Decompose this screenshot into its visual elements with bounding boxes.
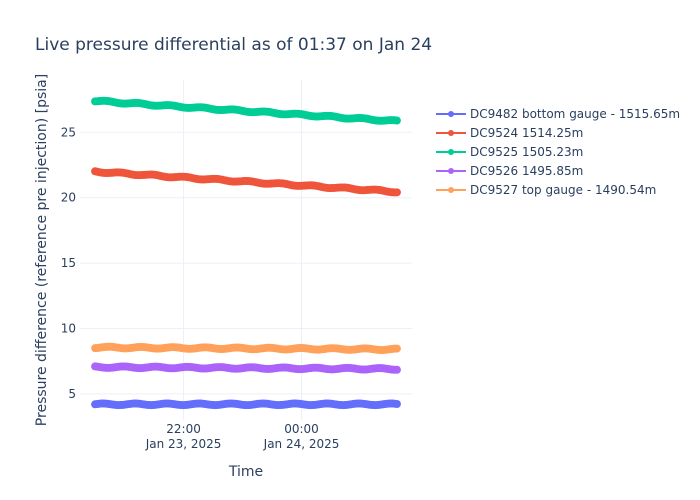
legend-label: DC9525 1505.23m xyxy=(470,145,583,159)
y-axis-ticks: 5 10 15 20 25 xyxy=(61,125,76,401)
y-axis-title: Pressure difference (reference pre injec… xyxy=(34,74,50,426)
legend-marker xyxy=(448,168,454,174)
y-tick-label: 5 xyxy=(68,387,76,401)
legend-item: DC9524 1514.25m xyxy=(436,126,583,140)
legend-label: DC9524 1514.25m xyxy=(470,126,583,140)
series-point xyxy=(392,116,401,125)
legend-item: DC9527 top gauge - 1490.54m xyxy=(436,183,656,197)
series-4 xyxy=(91,342,401,355)
series-point xyxy=(392,365,401,374)
legend-item: DC9482 bottom gauge - 1515.65m xyxy=(436,107,680,121)
legend-item: DC9525 1505.23m xyxy=(436,145,583,159)
series-2 xyxy=(91,96,401,125)
plot-background xyxy=(80,80,412,420)
legend-marker xyxy=(448,187,454,193)
x-tick-label: 22:00 xyxy=(166,422,201,436)
series-layer xyxy=(91,96,401,410)
x-tick-label: 00:00 xyxy=(284,422,319,436)
series-1 xyxy=(91,167,401,197)
y-tick-label: 15 xyxy=(61,256,76,270)
x-tick-date-label: Jan 23, 2025 xyxy=(145,437,222,451)
series-3 xyxy=(91,362,401,374)
y-tick-label: 20 xyxy=(61,191,76,205)
legend-item: DC9526 1495.85m xyxy=(436,164,583,178)
series-point xyxy=(392,399,401,408)
legend-marker xyxy=(448,130,454,136)
legend-label: DC9526 1495.85m xyxy=(470,164,583,178)
legend: DC9482 bottom gauge - 1515.65m DC9524 151… xyxy=(436,107,680,197)
legend-label: DC9527 top gauge - 1490.54m xyxy=(470,183,656,197)
series-0 xyxy=(91,399,401,410)
legend-marker xyxy=(448,111,454,117)
x-axis-title: Time xyxy=(228,464,263,480)
x-tick-date-label: Jan 24, 2025 xyxy=(263,437,340,451)
series-point xyxy=(392,344,401,353)
y-tick-label: 25 xyxy=(61,125,76,139)
series-point xyxy=(392,188,401,197)
y-tick-label: 10 xyxy=(61,321,76,335)
legend-marker xyxy=(448,149,454,155)
chart-title: Live pressure differential as of 01:37 o… xyxy=(35,35,432,55)
legend-label: DC9482 bottom gauge - 1515.65m xyxy=(470,107,680,121)
